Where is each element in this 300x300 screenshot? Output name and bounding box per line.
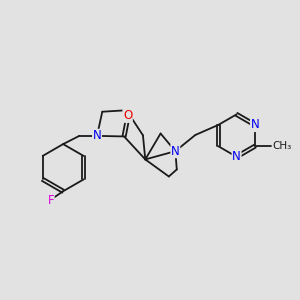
Text: N: N (93, 129, 101, 142)
Text: F: F (47, 194, 54, 207)
Text: N: N (250, 118, 259, 131)
Text: O: O (123, 109, 132, 122)
Text: N: N (232, 150, 241, 163)
Text: CH₃: CH₃ (272, 141, 292, 151)
Text: N: N (171, 145, 180, 158)
